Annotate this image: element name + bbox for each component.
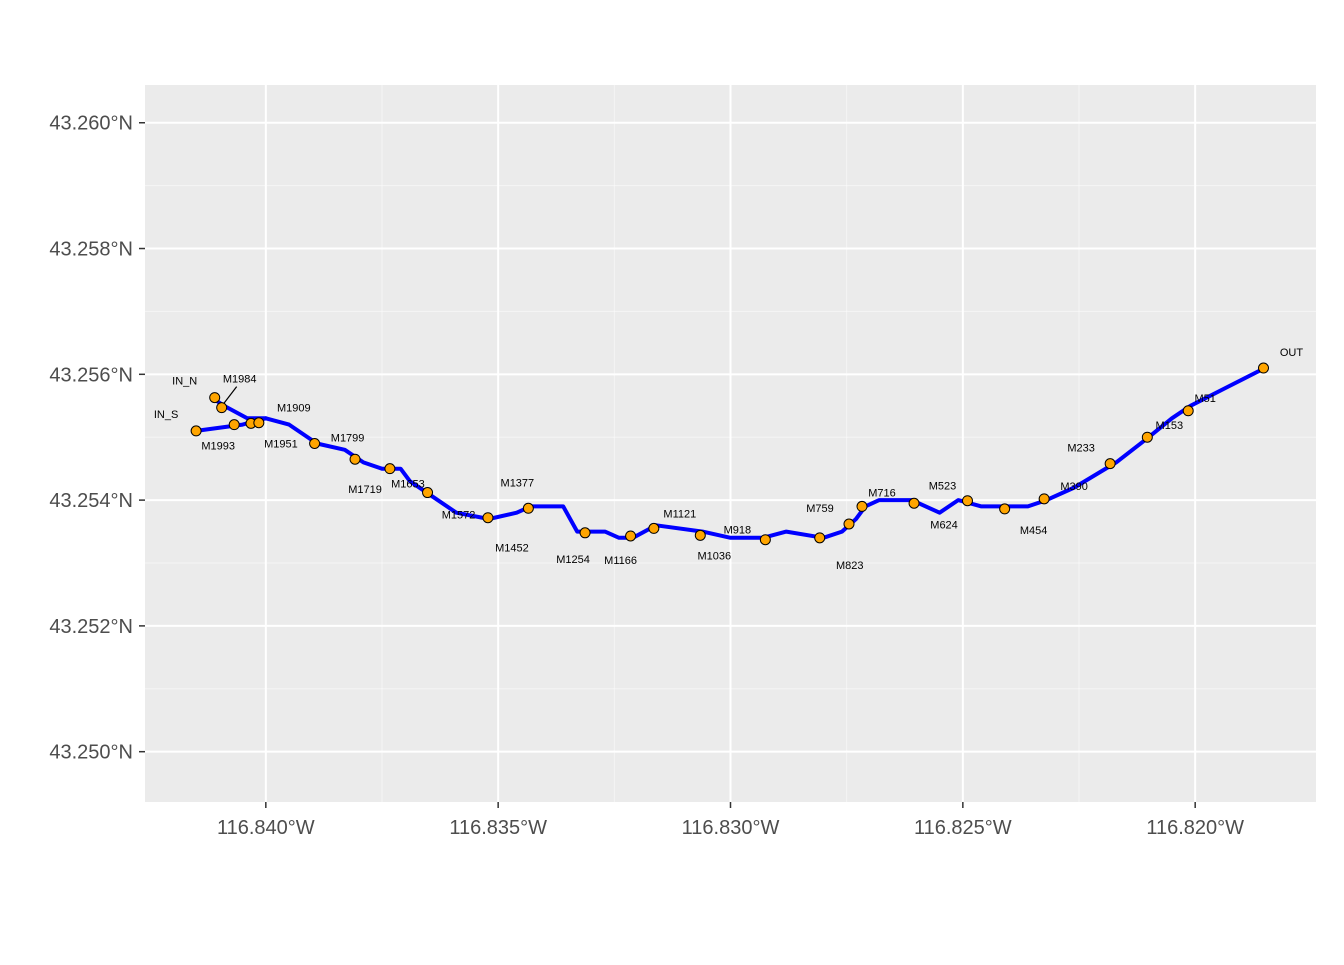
point-label: M1166 (604, 555, 637, 567)
gauge-point (908, 497, 920, 509)
point-label: M523 (929, 481, 957, 493)
gauge-point (422, 487, 434, 499)
point-label: M51 (1195, 393, 1216, 405)
gauge-point (1038, 493, 1050, 505)
y-tick-label: 43.254°N (49, 490, 133, 512)
point-label: M1572 (442, 510, 476, 522)
gauge-point (579, 527, 591, 539)
gauge-point (1257, 362, 1269, 374)
point-label: M233 (1067, 443, 1095, 455)
point-label: M823 (836, 560, 864, 572)
gauge-point (309, 438, 321, 449)
gauge-point (625, 530, 637, 542)
gauge-point (216, 402, 228, 414)
point-label: M716 (868, 487, 896, 499)
y-tick-label: 43.250°N (49, 742, 133, 764)
gauge-point (253, 417, 265, 429)
grid-major (145, 85, 1316, 802)
point-label: M1254 (556, 554, 590, 566)
y-tick-label: 43.260°N (49, 113, 133, 135)
y-tick-label: 43.252°N (49, 616, 133, 638)
gauge-point (694, 529, 706, 541)
gauge-point (999, 503, 1011, 515)
point-label: M1993 (201, 441, 235, 453)
gauge-point (856, 500, 868, 512)
point-label: M1121 (663, 508, 696, 520)
gauge-point (228, 419, 240, 431)
point-label: M153 (1156, 420, 1184, 432)
point-label: M1036 (697, 550, 731, 562)
gauge-point (814, 532, 826, 544)
x-axis: 116.840°W 116.835°W 116.830°W 116.825°W 116.… (217, 802, 1244, 839)
point-label: M1984 (223, 374, 257, 386)
point-label: M1377 (501, 477, 535, 489)
gauge-point (961, 495, 973, 507)
point-label: M1909 (277, 403, 311, 415)
gauge-points (190, 362, 1269, 546)
x-tick-label: 116.825°W (914, 817, 1012, 839)
point-label: M1452 (495, 543, 529, 555)
gauge-point (648, 522, 660, 534)
point-label: IN_N (172, 376, 197, 388)
point-label: M454 (1020, 525, 1048, 537)
gauge-point (209, 392, 221, 404)
gauge-point (1182, 405, 1194, 417)
point-label: M624 (930, 519, 958, 531)
y-axis: 43.250°N 43.252°N 43.254°N 43.256°N 43.258°N… (49, 113, 145, 764)
label-leader-line (223, 386, 238, 405)
point-label: M390 (1060, 481, 1088, 493)
gauge-point (190, 425, 202, 437)
gauge-point (384, 463, 396, 475)
x-tick-label: 116.840°W (217, 817, 315, 839)
point-label: M1653 (391, 479, 425, 491)
gauge-point (759, 534, 771, 546)
gauge-point (1141, 431, 1153, 443)
point-label: M1799 (331, 433, 365, 445)
gauge-point (349, 453, 361, 465)
point-label: M918 (724, 525, 752, 537)
gauge-point (522, 502, 534, 514)
y-tick-label: 43.258°N (49, 239, 133, 261)
point-label: OUT (1280, 347, 1304, 359)
x-tick-label: 116.820°W (1146, 817, 1244, 839)
point-label: M1719 (348, 484, 382, 496)
x-tick-label: 116.835°W (449, 817, 547, 839)
point-label: M1951 (264, 438, 298, 450)
y-tick-label: 43.256°N (49, 364, 133, 386)
gauge-point (482, 512, 494, 524)
x-tick-label: 116.830°W (682, 817, 780, 839)
point-label: M759 (806, 503, 834, 515)
gauge-point (843, 518, 855, 530)
point-labels: IN_N IN_S M1984 M1993 M1951 M1909 M1799 M1719 M1… (154, 347, 1303, 572)
gauge-point (1104, 458, 1116, 470)
point-label: IN_S (154, 409, 178, 421)
